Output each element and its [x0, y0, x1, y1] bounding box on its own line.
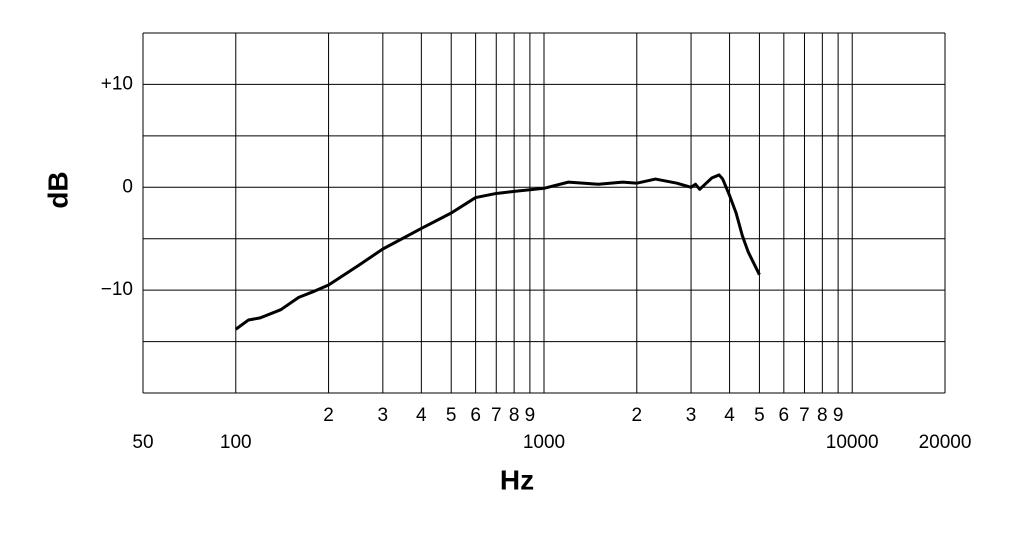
x-tick-label: 10000 [826, 432, 879, 453]
y-tick-label: 0 [122, 176, 133, 197]
x-tick-label: 1000 [523, 432, 565, 453]
x-tick-label: 5 [754, 405, 765, 426]
x-tick-label: 3 [378, 405, 389, 426]
y-tick-label: +10 [101, 73, 133, 94]
x-tick-label: 3 [686, 405, 697, 426]
x-tick-label: 8 [509, 405, 520, 426]
x-tick-label: 2 [323, 405, 334, 426]
x-tick-label: 50 [132, 432, 153, 453]
x-tick-label: 9 [525, 405, 536, 426]
x-tick-label: 6 [779, 405, 790, 426]
x-tick-label: 100 [220, 432, 252, 453]
x-tick-label: 7 [491, 405, 502, 426]
x-tick-label: 2 [631, 405, 642, 426]
x-tick-label: 8 [817, 405, 828, 426]
x-tick-label: 4 [416, 405, 427, 426]
response-curve [234, 173, 761, 331]
y-tick-label: −10 [101, 279, 133, 300]
x-tick-label: 4 [724, 405, 735, 426]
x-tick-label: 7 [799, 405, 810, 426]
x-tick-label: 5 [446, 405, 457, 426]
y-axis-label: dB [42, 171, 73, 208]
x-axis-label: Hz [500, 464, 534, 495]
x-tick-label: 6 [470, 405, 481, 426]
x-tick-label: 9 [833, 405, 844, 426]
x-tick-label: 20000 [919, 432, 972, 453]
